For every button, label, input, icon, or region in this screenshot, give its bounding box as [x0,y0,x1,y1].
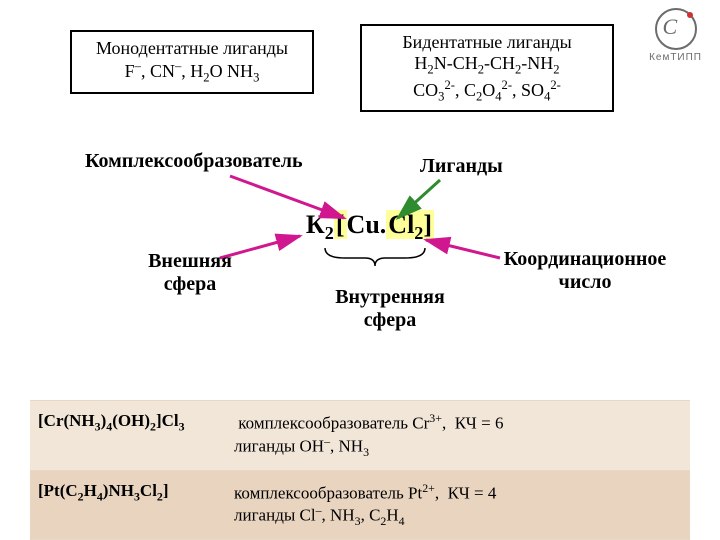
logo-letter: C [663,14,678,40]
bi-line3: CO32-, C2O42-, SO42- [372,78,602,105]
complex-formula: К2[Cu.Cl2] [300,210,440,244]
metal-part: Cu. [347,210,387,239]
logo-mark: C [655,8,697,50]
mono-title: Монодентатные лиганды [82,38,302,59]
bi-title: Бидентатные лиганды [372,32,602,53]
monodentate-box: Монодентатные лиганды F–, CN–, H2O NH3 [70,30,314,94]
table-row: [Pt(C2H4)NH3Cl2] комплексообразователь P… [30,470,690,540]
ligands-header: Лиганды [420,155,503,178]
examples-table: [Cr(NH3)4(OH)2]Cl3 комплексообразователь… [30,400,690,540]
outer-sphere-l2: сфера [130,273,250,296]
logo-text: КемТИПП [649,52,702,63]
inner-bracket [325,248,425,266]
coord-num-l1: Координационное [480,248,690,271]
table-row: [Cr(NH3)4(OH)2]Cl3 комплексообразователь… [30,401,690,471]
mono-examples: F–, CN–, H2O NH3 [82,59,302,86]
example-desc: комплексообразователь Cr3+, КЧ = 6 лиган… [226,401,690,471]
outer-sphere-part: К2 [306,210,334,239]
inner-sphere-l2: сфера [320,309,460,332]
outer-sphere-label: Внешняя сфера [130,250,250,296]
inner-sphere-open: [ [334,210,347,239]
coord-num-l2: число [480,271,690,294]
example-formula: [Pt(C2H4)NH3Cl2] [30,470,226,540]
complex-former-header: Комплексообразователь [85,150,303,173]
bidentate-box: Бидентатные лиганды H2N-CH2-CH2-NH2 CO32… [360,24,614,112]
bi-line2: H2N-CH2-CH2-NH2 [372,53,602,78]
coord-number-label: Координационное число [480,248,690,294]
logo: C КемТИПП [649,8,702,63]
inner-sphere-label: Внутренняя сфера [320,286,460,332]
example-formula: [Cr(NH3)4(OH)2]Cl3 [30,401,226,471]
ligand-part: Cl2] [386,210,434,239]
example-desc: комплексообразователь Pt2+, КЧ = 4 лиган… [226,470,690,540]
outer-sphere-l1: Внешняя [130,250,250,273]
inner-sphere-l1: Внутренняя [320,286,460,309]
